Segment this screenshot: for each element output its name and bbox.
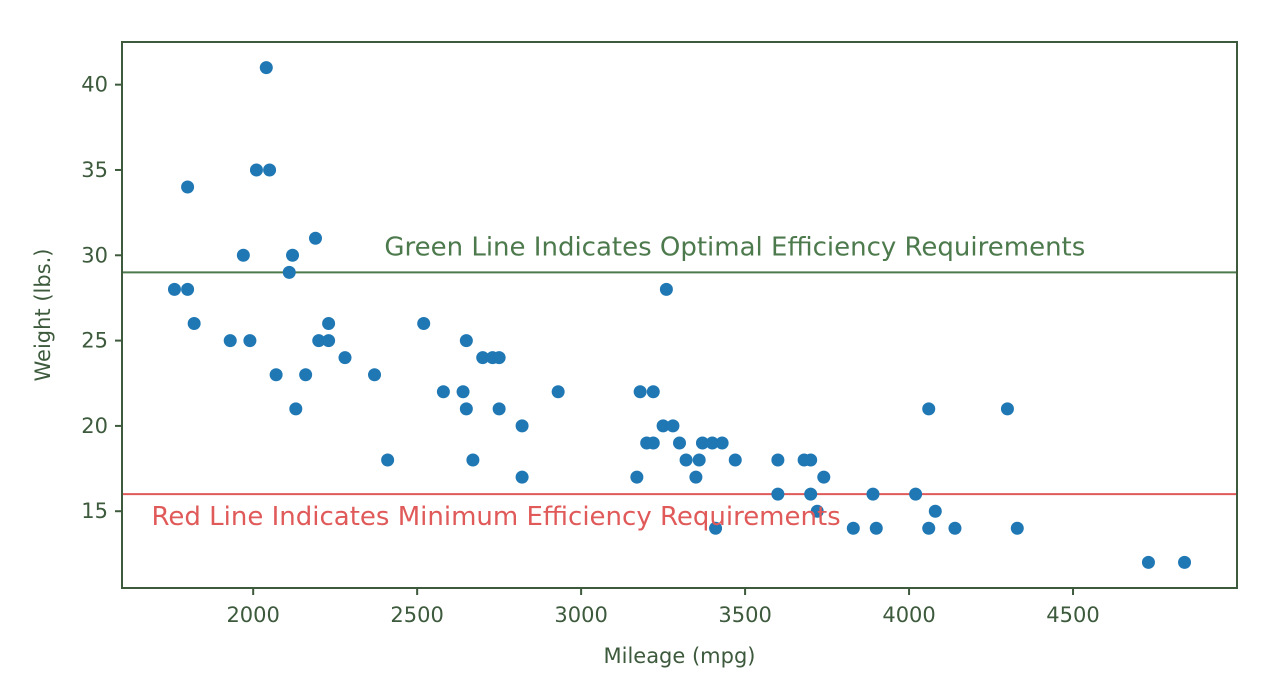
data-point bbox=[1000, 402, 1014, 416]
data-point bbox=[299, 368, 313, 382]
x-tick-label: 2500 bbox=[390, 603, 443, 627]
data-point bbox=[633, 385, 647, 399]
data-point bbox=[673, 436, 686, 450]
data-point bbox=[249, 163, 263, 177]
x-tick-label: 2000 bbox=[226, 603, 279, 627]
data-point bbox=[322, 334, 336, 348]
data-point bbox=[715, 436, 729, 450]
y-axis-ticks: 15 20 25 30 35 40 bbox=[81, 73, 122, 523]
data-point bbox=[817, 470, 831, 484]
data-point bbox=[338, 351, 352, 365]
data-point bbox=[771, 453, 785, 467]
x-tick-label: 4000 bbox=[882, 603, 935, 627]
data-point bbox=[308, 231, 322, 245]
data-point bbox=[381, 453, 395, 467]
data-point bbox=[181, 282, 195, 296]
data-point bbox=[646, 436, 660, 450]
data-points bbox=[167, 61, 1192, 569]
data-point bbox=[263, 163, 277, 177]
data-point bbox=[492, 402, 506, 416]
data-point bbox=[515, 470, 529, 484]
data-point bbox=[922, 521, 936, 535]
data-point bbox=[810, 504, 824, 518]
data-point bbox=[259, 61, 273, 75]
y-tick-label: 40 bbox=[81, 73, 108, 97]
data-point bbox=[417, 317, 431, 331]
data-point bbox=[236, 248, 250, 262]
y-axis-label: Weight (lbs.) bbox=[31, 248, 55, 381]
data-point bbox=[223, 334, 237, 348]
data-point bbox=[679, 453, 693, 467]
data-point bbox=[695, 436, 709, 450]
data-point bbox=[466, 453, 480, 467]
data-point bbox=[630, 470, 644, 484]
data-point bbox=[459, 334, 473, 348]
data-point bbox=[659, 282, 673, 296]
y-tick-label: 25 bbox=[81, 329, 108, 353]
data-point bbox=[728, 453, 742, 467]
data-point bbox=[666, 419, 680, 433]
data-point bbox=[515, 419, 529, 433]
data-point bbox=[869, 521, 883, 535]
data-point bbox=[312, 334, 326, 348]
x-tick-label: 4500 bbox=[1046, 603, 1099, 627]
y-tick-label: 30 bbox=[81, 243, 108, 267]
data-point bbox=[705, 436, 719, 450]
x-axis-label: Mileage (mpg) bbox=[603, 644, 755, 668]
x-tick-label: 3500 bbox=[718, 603, 771, 627]
data-point bbox=[436, 385, 450, 399]
data-point bbox=[1178, 555, 1192, 569]
annotation-green-line: Green Line Indicates Optimal Efficiency … bbox=[384, 232, 1085, 262]
data-point bbox=[804, 487, 818, 501]
data-point bbox=[646, 385, 660, 399]
data-point bbox=[243, 334, 257, 348]
data-point bbox=[181, 180, 195, 194]
data-point bbox=[709, 521, 723, 535]
data-point bbox=[551, 385, 565, 399]
y-tick-label: 15 bbox=[81, 499, 108, 523]
x-tick-label: 3000 bbox=[554, 603, 607, 627]
data-point bbox=[804, 453, 818, 467]
data-point bbox=[866, 487, 880, 501]
data-point bbox=[282, 265, 296, 279]
data-point bbox=[269, 368, 283, 382]
data-point bbox=[846, 521, 860, 535]
data-point bbox=[289, 402, 303, 416]
data-point bbox=[1010, 521, 1024, 535]
data-point bbox=[922, 402, 936, 416]
annotation-red-line: Red Line Indicates Minimum Efficiency Re… bbox=[152, 502, 841, 532]
data-point bbox=[1141, 555, 1155, 569]
data-point bbox=[459, 402, 473, 416]
data-point bbox=[368, 368, 382, 382]
reference-lines bbox=[122, 271, 1237, 496]
data-point bbox=[909, 487, 923, 501]
data-point bbox=[286, 248, 300, 262]
x-axis-ticks: 2000 2500 3000 3500 4000 4500 bbox=[226, 588, 1100, 627]
data-point bbox=[689, 470, 703, 484]
y-tick-label: 35 bbox=[81, 158, 108, 182]
data-point bbox=[948, 521, 962, 535]
data-point bbox=[187, 317, 201, 331]
data-point bbox=[692, 453, 706, 467]
data-point bbox=[456, 385, 470, 399]
y-tick-label: 20 bbox=[81, 414, 108, 438]
data-point bbox=[322, 317, 336, 331]
data-point bbox=[656, 419, 670, 433]
data-point bbox=[167, 282, 181, 296]
data-point bbox=[928, 504, 942, 518]
data-point bbox=[492, 351, 506, 365]
plot-frame bbox=[121, 41, 1238, 589]
data-point bbox=[771, 487, 785, 501]
data-point bbox=[476, 351, 490, 365]
